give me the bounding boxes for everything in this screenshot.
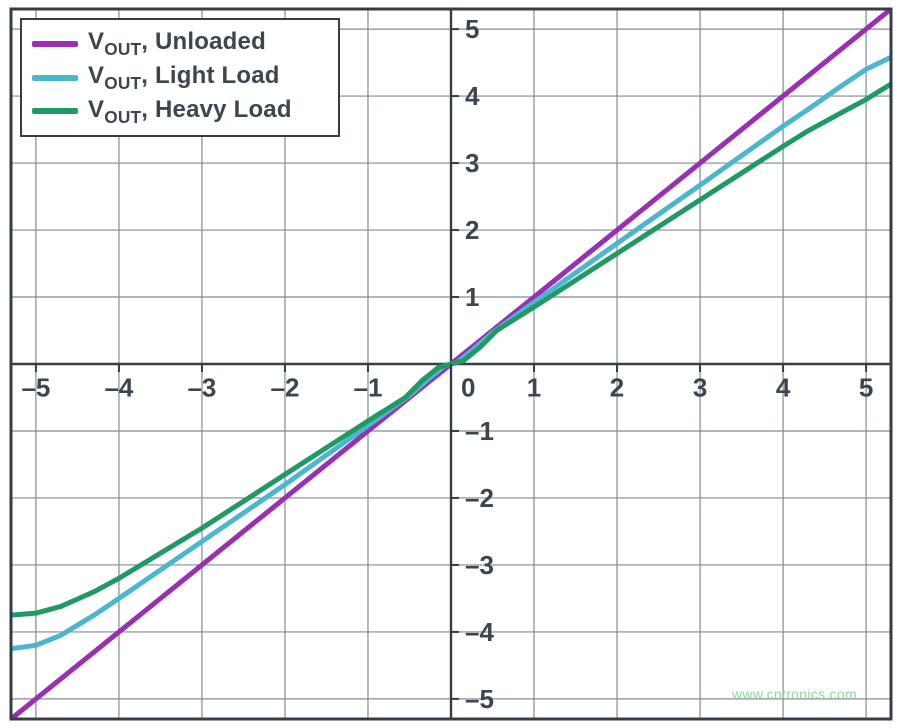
xtick-label: 4 xyxy=(776,373,791,403)
legend-swatch-heavy_load xyxy=(32,108,78,114)
legend-row-heavy_load: VOUT, Heavy Load xyxy=(32,96,328,128)
ytick-label: 5 xyxy=(465,14,479,44)
legend-swatch-light_load xyxy=(32,75,78,81)
legend-row-unloaded: VOUT, Unloaded xyxy=(32,28,328,60)
legend-row-light_load: VOUT, Light Load xyxy=(32,62,328,94)
ytick-label: –4 xyxy=(465,617,494,647)
ytick-label: –2 xyxy=(465,483,494,513)
xtick-label: 0 xyxy=(461,373,475,403)
legend-label-prefix: V xyxy=(88,62,104,89)
legend-label-sub: OUT xyxy=(104,73,141,93)
legend-label-suffix: , Unloaded xyxy=(141,28,266,55)
legend-label-heavy_load: VOUT, Heavy Load xyxy=(88,96,292,128)
ytick-label: 1 xyxy=(465,282,479,312)
xtick-label: 5 xyxy=(859,373,873,403)
legend-label-prefix: V xyxy=(88,28,104,55)
xtick-label: –4 xyxy=(104,373,133,403)
vout-chart: –5–4–3–2–1012345–5–4–3–2–112345 VOUT, Un… xyxy=(0,0,900,728)
ytick-label: 2 xyxy=(465,215,479,245)
ytick-label: –3 xyxy=(465,550,494,580)
ytick-label: –5 xyxy=(465,684,494,714)
xtick-label: –3 xyxy=(187,373,216,403)
xtick-label: 3 xyxy=(693,373,707,403)
xtick-label: –1 xyxy=(354,373,383,403)
legend-label-unloaded: VOUT, Unloaded xyxy=(88,28,266,60)
ytick-label: 4 xyxy=(465,81,480,111)
watermark: www.cntronics.com xyxy=(732,686,857,702)
legend-label-suffix: , Heavy Load xyxy=(141,96,291,123)
xtick-label: –2 xyxy=(271,373,300,403)
legend-swatch-unloaded xyxy=(32,41,78,47)
xtick-label: –5 xyxy=(21,373,50,403)
xtick-label: 1 xyxy=(527,373,541,403)
legend-label-prefix: V xyxy=(88,96,104,123)
legend: VOUT, UnloadedVOUT, Light LoadVOUT, Heav… xyxy=(20,18,340,137)
legend-label-sub: OUT xyxy=(104,106,141,126)
ytick-label: –1 xyxy=(465,416,494,446)
legend-label-suffix: , Light Load xyxy=(141,62,279,89)
legend-label-light_load: VOUT, Light Load xyxy=(88,62,280,94)
legend-label-sub: OUT xyxy=(104,39,141,59)
ytick-label: 3 xyxy=(465,148,479,178)
xtick-label: 2 xyxy=(610,373,624,403)
